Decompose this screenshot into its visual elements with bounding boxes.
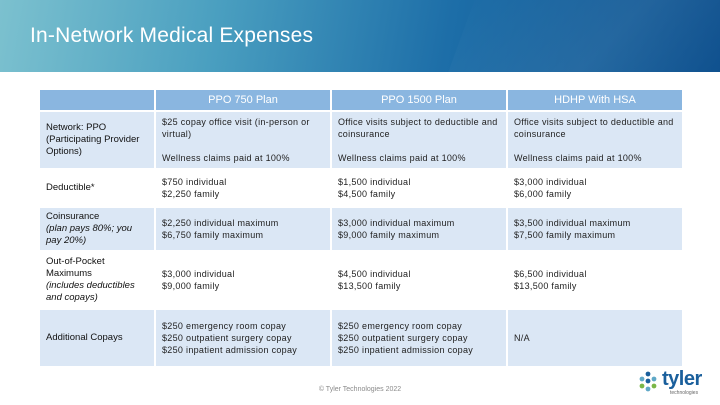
- table-row-coinsurance: Coinsurance (plan pays 80%; you pay 20%)…: [40, 208, 682, 250]
- table-row-deductible: Deductible* $750 individual $2,250 famil…: [40, 170, 682, 206]
- table-cell: $6,500 individual $13,500 family: [508, 252, 682, 308]
- cell-line: $250 outpatient surgery copay: [162, 333, 292, 343]
- table-cell: $250 emergency room copay $250 outpatien…: [156, 310, 330, 366]
- cell-line: $6,000 family: [514, 189, 572, 199]
- copyright-footer: © Tyler Technologies 2022: [318, 386, 402, 393]
- table-cell: Office visits subject to deductible and …: [332, 112, 506, 168]
- title-banner: In-Network Medical Expenses: [0, 0, 720, 72]
- table-cell: Office visits subject to deductible and …: [508, 112, 682, 168]
- table-cell: $3,000 individual maximum $9,000 family …: [332, 208, 506, 250]
- row-label-text: Coinsurance: [46, 211, 100, 222]
- row-label-note: (includes deductibles and copays): [46, 280, 135, 303]
- table-cell: $2,250 individual maximum $6,750 family …: [156, 208, 330, 250]
- cell-line: Wellness claims paid at 100%: [162, 153, 290, 163]
- cell-line: $250 outpatient surgery copay: [338, 333, 468, 343]
- cell-line: $13,500 family: [514, 281, 577, 291]
- cell-line: $6,500 individual: [514, 269, 587, 279]
- cell-line: $250 inpatient admission copay: [338, 345, 474, 355]
- cell-line: $25 copay office visit (in-person or vir…: [162, 117, 310, 139]
- row-label: Additional Copays: [40, 310, 154, 366]
- cell-line: $750 individual: [162, 177, 227, 187]
- cell-line: $250 inpatient admission copay: [162, 345, 298, 355]
- row-label-text: Network: PPO (Participating Provider Opt…: [46, 122, 140, 157]
- cell-line: $6,750 family maximum: [162, 230, 264, 240]
- cell-line: $250 emergency room copay: [338, 321, 463, 331]
- row-label: Network: PPO (Participating Provider Opt…: [40, 112, 154, 168]
- table-header-row: PPO 750 Plan PPO 1500 Plan HDHP With HSA: [40, 90, 682, 110]
- table-row-out-of-pocket: Out-of-Pocket Maximums (includes deducti…: [40, 252, 682, 308]
- cell-line: $4,500 family: [338, 189, 396, 199]
- cell-line: $4,500 individual: [338, 269, 411, 279]
- page-title: In-Network Medical Expenses: [30, 24, 314, 47]
- table-cell: $1,500 individual $4,500 family: [332, 170, 506, 206]
- table-cell: $250 emergency room copay $250 outpatien…: [332, 310, 506, 366]
- row-label-text: Out-of-Pocket Maximums: [46, 256, 105, 279]
- table-cell: $25 copay office visit (in-person or vir…: [156, 112, 330, 168]
- cell-line: $9,000 family maximum: [338, 230, 440, 240]
- tyler-logo: tyler technologies: [636, 368, 712, 398]
- cell-line: Wellness claims paid at 100%: [514, 153, 642, 163]
- cell-line: $3,500 individual maximum: [514, 218, 631, 228]
- row-label: Deductible*: [40, 170, 154, 206]
- tyler-logo-sub: technologies: [670, 390, 699, 396]
- row-label-text: Additional Copays: [46, 332, 123, 343]
- table-cell: $3,000 individual $9,000 family: [156, 252, 330, 308]
- row-label-text: Deductible*: [46, 182, 95, 193]
- cell-line: $250 emergency room copay: [162, 321, 287, 331]
- table-cell: N/A: [508, 310, 682, 366]
- table-cell: $750 individual $2,250 family: [156, 170, 330, 206]
- cell-line: Office visits subject to deductible and …: [514, 117, 674, 139]
- header-ppo-1500: PPO 1500 Plan: [332, 90, 506, 110]
- cell-line: $3,000 individual: [162, 269, 235, 279]
- cell-line: Wellness claims paid at 100%: [338, 153, 466, 163]
- table-cell: $3,500 individual maximum $7,500 family …: [508, 208, 682, 250]
- header-hdhp-hsa: HDHP With HSA: [508, 90, 682, 110]
- cell-line: $3,000 individual: [514, 177, 587, 187]
- cell-line: $2,250 individual maximum: [162, 218, 279, 228]
- cell-line: $1,500 individual: [338, 177, 411, 187]
- tyler-logo-word: tyler: [662, 368, 702, 390]
- row-label-note: (plan pays 80%; you pay 20%): [46, 223, 133, 246]
- header-ppo-750: PPO 750 Plan: [156, 90, 330, 110]
- expenses-table: PPO 750 Plan PPO 1500 Plan HDHP With HSA…: [38, 88, 684, 368]
- cell-line: $2,250 family: [162, 189, 220, 199]
- row-label: Out-of-Pocket Maximums (includes deducti…: [40, 252, 154, 308]
- cell-line: Office visits subject to deductible and …: [338, 117, 498, 139]
- header-blank: [40, 90, 154, 110]
- table-cell: $4,500 individual $13,500 family: [332, 252, 506, 308]
- table-row-network: Network: PPO (Participating Provider Opt…: [40, 112, 682, 168]
- cell-line: $9,000 family: [162, 281, 220, 291]
- cell-line: $7,500 family maximum: [514, 230, 616, 240]
- table-cell: $3,000 individual $6,000 family: [508, 170, 682, 206]
- cell-line: $3,000 individual maximum: [338, 218, 455, 228]
- cell-line: $13,500 family: [338, 281, 401, 291]
- row-label: Coinsurance (plan pays 80%; you pay 20%): [40, 208, 154, 250]
- tyler-logo-icon: [639, 371, 657, 392]
- table-row-additional-copays: Additional Copays $250 emergency room co…: [40, 310, 682, 366]
- cell-line: N/A: [514, 333, 530, 343]
